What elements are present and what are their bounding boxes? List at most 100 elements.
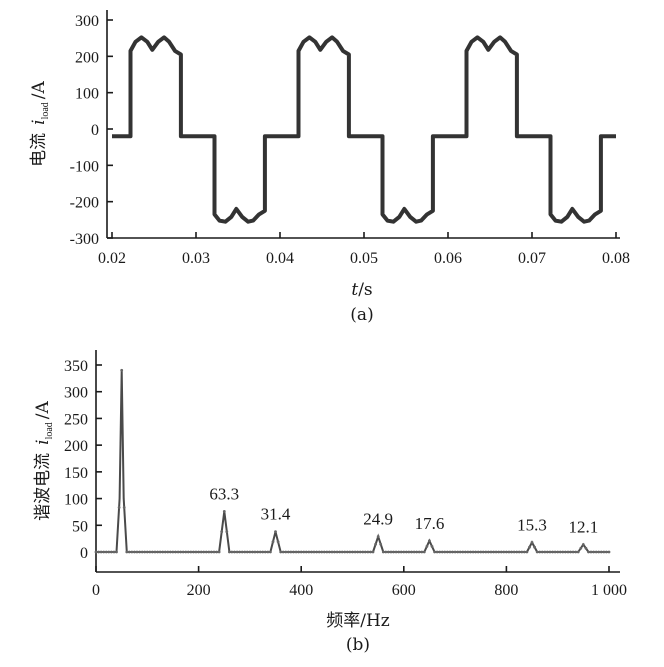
- chart-b-sample-marker: [212, 550, 216, 554]
- chart-b-sample-marker: [392, 550, 395, 554]
- chart-b-sample-marker: [584, 546, 588, 550]
- chart-b-sample-marker: [248, 550, 252, 554]
- chart-b-sample-marker: [304, 550, 308, 554]
- chart-b-sample-marker: [415, 550, 418, 554]
- chart-b-sample-marker: [251, 550, 254, 554]
- chart-b-sample-marker: [151, 550, 154, 554]
- chart-b-sample-marker: [220, 530, 224, 534]
- chart-b-sample-marker: [369, 550, 372, 554]
- chart-b-sample-marker: [510, 550, 513, 554]
- chart-b-sample-marker: [605, 550, 608, 554]
- chart-b-sample-marker: [505, 550, 508, 554]
- chart-b-sample-marker: [581, 543, 585, 546]
- chart-b-ytick-label: 50: [72, 518, 88, 535]
- chart-b-sample-marker: [127, 550, 131, 554]
- chart-b-sample-marker: [592, 550, 595, 554]
- chart-b-sample-marker: [207, 550, 211, 554]
- chart-b-sample-marker: [587, 550, 590, 554]
- chart-b-sample-marker: [287, 550, 290, 554]
- chart-b-sample-marker: [104, 550, 108, 554]
- chart-b-sample-marker: [556, 550, 560, 554]
- chart-b-sample-marker: [440, 550, 444, 554]
- chart-b-sample-marker: [297, 550, 300, 554]
- chart-b-sample-marker: [325, 550, 329, 554]
- chart-b-sample-marker: [376, 535, 380, 538]
- chart-b-sample-marker: [358, 550, 362, 554]
- chart-b-xtick-label: 400: [289, 582, 313, 599]
- chart-b-sample-marker: [438, 550, 442, 554]
- chart-b-sample-marker: [317, 550, 321, 554]
- chart-b-sample-marker: [115, 550, 118, 554]
- chart-b-sample-marker: [140, 550, 144, 554]
- chart-b-sample-marker: [492, 550, 495, 554]
- chart-b-peak-label: 17.6: [415, 514, 445, 533]
- chart-b-sample-marker: [517, 550, 521, 554]
- chart-b-sample-marker: [464, 550, 467, 554]
- chart-b-sample-marker: [466, 550, 470, 554]
- chart-a-xtick-label: 0.04: [266, 250, 294, 267]
- chart-b-sample-marker: [543, 550, 547, 554]
- chart-a-ytick-label: 200: [75, 49, 99, 66]
- chart-b-sample-marker: [284, 550, 288, 554]
- chart-b-ylabel-main: 谐波电流: [33, 453, 53, 521]
- chart-b-ytick-label: 100: [64, 492, 88, 509]
- chart-b-sample-marker: [261, 550, 265, 554]
- chart-b-sample-marker: [253, 550, 257, 554]
- chart-b-sample-marker: [243, 550, 247, 554]
- chart-a: 300 200 100 0 -100 -200 -300 0.02 0.03 0.04 0.05 0…: [29, 10, 630, 325]
- chart-b-sample-marker: [607, 550, 611, 554]
- chart-b-sample-marker: [148, 550, 152, 554]
- chart-b-xtick-label: 200: [187, 582, 211, 599]
- chart-b-sample-marker: [479, 550, 483, 554]
- chart-b-sample-marker: [381, 550, 385, 554]
- chart-b-sample-marker: [294, 550, 298, 554]
- chart-b-sample-marker: [394, 550, 398, 554]
- chart-b-sample-marker: [569, 550, 572, 554]
- chart-b-caption: (b): [346, 635, 370, 655]
- chart-b-sample-marker: [484, 550, 488, 554]
- chart-b-sample-marker: [515, 550, 519, 554]
- chart-b-sample-marker: [281, 550, 285, 554]
- chart-b-sample-marker: [589, 550, 593, 554]
- chart-b-sample-marker: [130, 550, 134, 554]
- chart-b-sample-marker: [363, 550, 367, 554]
- chart-b-sample-marker: [499, 550, 503, 554]
- chart-b-peak-label: 12.1: [568, 518, 598, 537]
- chart-b-sample-marker: [225, 530, 229, 534]
- chart-b-sample-marker: [456, 550, 460, 554]
- chart-b-ytick-label: 200: [64, 438, 88, 455]
- chart-b-sample-marker: [420, 550, 424, 554]
- chart-b-ytick-label: 300: [64, 385, 88, 402]
- chart-b-sample-marker: [374, 542, 377, 546]
- chart-a-xlabel-unit: /s: [358, 280, 372, 300]
- chart-b-sample-marker: [535, 550, 539, 554]
- chart-b-sample-marker: [425, 545, 429, 548]
- chart-b-sample-marker: [194, 550, 198, 554]
- chart-b-sample-marker: [107, 550, 111, 554]
- chart-b-sample-marker: [133, 550, 136, 554]
- chart-b-sample-marker: [174, 550, 177, 554]
- chart-b-sample-marker: [448, 550, 452, 554]
- chart-b-sample-marker: [410, 550, 413, 554]
- chart-b-sample-marker: [348, 550, 352, 554]
- chart-b-sample-marker: [489, 550, 493, 554]
- chart-b-sample-marker: [215, 550, 219, 554]
- chart-b-sample-marker: [579, 546, 583, 550]
- chart-b-sample-marker: [110, 550, 113, 554]
- chart-b-sample-marker: [330, 550, 334, 554]
- chart-b-sample-marker: [502, 550, 506, 554]
- chart-b-sample-marker: [433, 550, 436, 554]
- chart-b-sample-marker: [256, 550, 259, 554]
- chart-b-sample-marker: [451, 550, 454, 554]
- chart-b-sample-marker: [143, 550, 147, 554]
- chart-b-sample-marker: [402, 550, 406, 554]
- chart-a-xtick-label: 0.07: [518, 250, 546, 267]
- chart-b-ylabel: 谐波电流 iload/A: [33, 400, 55, 520]
- chart-a-xtick-label: 0.06: [434, 250, 462, 267]
- chart-b-sample-marker: [222, 510, 226, 513]
- chart-b-sample-marker: [540, 550, 544, 554]
- chart-b-sample-marker: [138, 550, 142, 554]
- chart-b-sample-marker: [163, 550, 167, 554]
- chart-b-sample-marker: [153, 550, 157, 554]
- chart-a-ylabel-sub: load: [40, 102, 51, 119]
